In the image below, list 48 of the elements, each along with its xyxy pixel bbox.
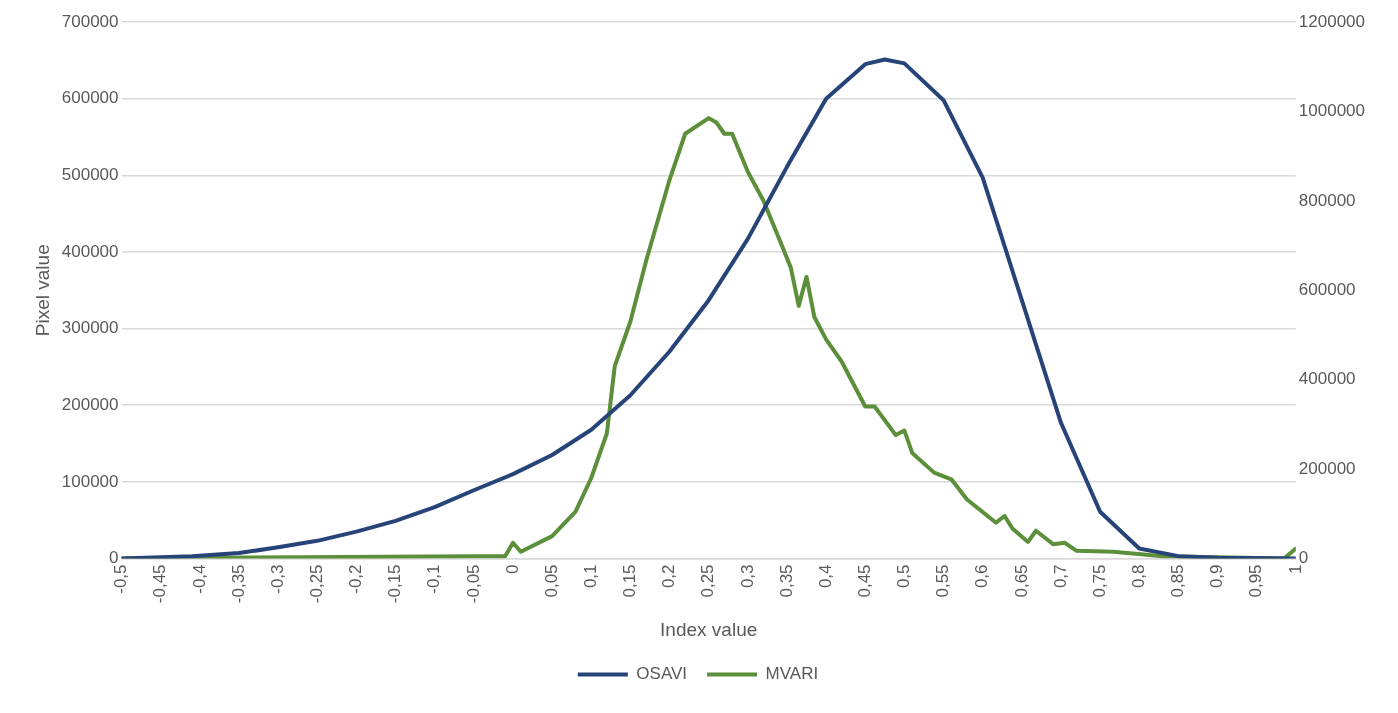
legend-label: OSAVI — [636, 664, 688, 684]
x-tick-label: -0,1 — [424, 564, 444, 594]
x-axis-title: Index value — [660, 618, 758, 640]
x-tick-label: 1 — [1285, 564, 1305, 574]
x-tick-label: -0,2 — [346, 564, 366, 594]
x-tick-label: 0,3 — [737, 564, 757, 589]
legend-label: MVARI — [765, 664, 819, 684]
y2-tick-label: 400000 — [1298, 369, 1356, 389]
x-tick-label: 0,85 — [1168, 564, 1188, 598]
y-tick-label: 400000 — [61, 241, 119, 261]
x-tick-label: -0,45 — [150, 564, 170, 604]
x-tick-label: 0,95 — [1246, 564, 1266, 598]
x-tick-label: 0,55 — [933, 564, 953, 598]
y-tick-label: 500000 — [61, 164, 119, 184]
y2-tick-label: 1200000 — [1298, 11, 1366, 31]
y-tick-label: 700000 — [61, 11, 119, 31]
x-tick-label: 0,5 — [894, 564, 914, 589]
x-tick-label: 0,65 — [1011, 564, 1031, 598]
x-tick-label: 0,05 — [541, 564, 561, 598]
x-tick-label: 0,7 — [1050, 564, 1070, 589]
x-tick-label: -0,35 — [228, 564, 248, 604]
x-tick-label: 0,45 — [854, 564, 874, 598]
x-tick-label: -0,15 — [385, 564, 405, 604]
y-tick-label: 200000 — [61, 394, 119, 414]
y-tick-label: 100000 — [61, 471, 119, 491]
y-tick-label: 300000 — [61, 318, 119, 338]
y2-tick-label: 600000 — [1298, 279, 1356, 299]
x-tick-label: 0,25 — [698, 564, 718, 598]
x-tick-label: -0,05 — [463, 564, 483, 604]
x-tick-label: -0,5 — [111, 564, 131, 594]
y2-tick-label: 200000 — [1298, 458, 1356, 478]
x-tick-label: 0,9 — [1207, 564, 1227, 589]
x-tick-label: -0,25 — [306, 564, 326, 604]
x-tick-label: 0,8 — [1128, 564, 1148, 589]
y-axis-title: Pixel value — [31, 244, 53, 337]
x-tick-label: 0,4 — [815, 564, 835, 589]
x-tick-label: 0,1 — [580, 564, 600, 589]
x-tick-label: 0,35 — [776, 564, 796, 598]
x-tick-label: 0,15 — [620, 564, 640, 598]
x-tick-label: 0 — [502, 564, 522, 574]
x-tick-label: -0,4 — [189, 564, 209, 594]
x-tick-label: 0,6 — [972, 564, 992, 589]
x-tick-label: 0,2 — [659, 564, 679, 589]
y2-tick-label: 1000000 — [1298, 101, 1366, 121]
y-tick-label: 600000 — [61, 88, 119, 108]
y2-tick-label: 800000 — [1298, 190, 1356, 210]
x-tick-label: 0,75 — [1089, 564, 1109, 598]
x-tick-label: -0,3 — [267, 564, 287, 594]
